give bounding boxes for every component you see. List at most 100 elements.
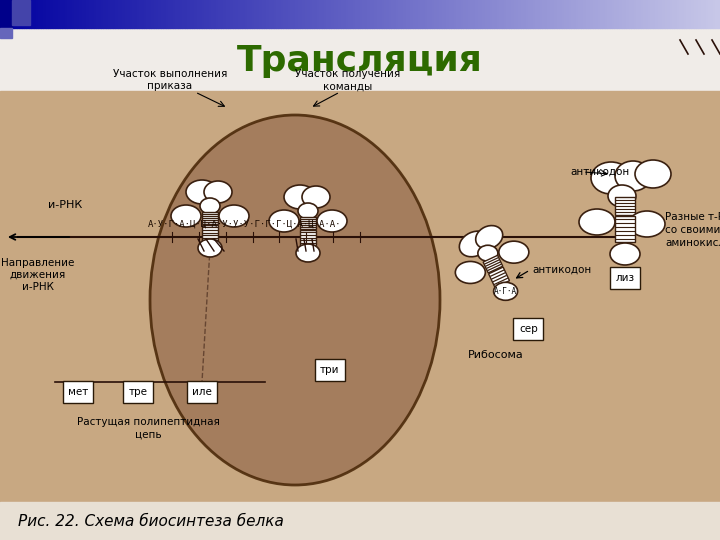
Bar [420,0,423,28]
Bar [374,0,377,28]
Ellipse shape [579,209,615,235]
Bar [261,0,264,28]
Bar [202,212,218,224]
Bar [418,0,420,28]
Bar [247,0,250,28]
Bar [135,0,137,28]
Bar [706,0,708,28]
Bar [290,0,293,28]
Bar [657,0,660,28]
Bar [459,0,461,28]
Bar [401,0,403,28]
Bar [562,0,564,28]
Bar [631,0,634,28]
Bar [504,0,506,28]
Text: тре: тре [128,387,148,397]
Bar [319,0,322,28]
Ellipse shape [298,203,318,219]
Bar [667,0,670,28]
Bar [372,0,374,28]
Bar [38,0,41,28]
Bar [204,0,207,28]
Bar [466,0,468,28]
Bar [125,0,127,28]
Bar [156,0,158,28]
Bar [691,0,693,28]
Ellipse shape [204,181,232,203]
Bar [192,0,194,28]
Bar [454,0,456,28]
Bar [480,0,482,28]
Bar [535,0,538,28]
Bar [106,0,108,28]
Bar [315,0,317,28]
Bar [53,0,55,28]
Bar [353,0,355,28]
Bar [511,0,513,28]
Bar [547,0,549,28]
Bar [693,0,696,28]
Bar [72,0,74,28]
Bar [202,0,204,28]
Bar [254,0,257,28]
Bar [413,0,415,28]
FancyBboxPatch shape [63,381,93,403]
Bar [615,216,635,242]
Bar [475,0,477,28]
Text: А·Г·А: А·Г·А [494,287,517,296]
Bar [509,0,511,28]
Bar [711,0,713,28]
Text: три: три [320,365,340,375]
Bar [214,0,216,28]
Bar [497,0,499,28]
Bar [266,0,269,28]
Bar [557,0,559,28]
Bar [482,0,485,28]
Bar [590,0,593,28]
Bar [189,0,192,28]
Bar [110,0,113,28]
Bar [139,0,142,28]
Bar [487,0,490,28]
Bar [279,0,281,28]
FancyBboxPatch shape [315,359,345,381]
Bar [502,0,504,28]
Bar [207,0,209,28]
Bar [0,0,2,28]
Ellipse shape [499,241,528,263]
Bar [593,0,595,28]
Bar [639,0,641,28]
Text: Рис. 22. Схема биосинтеза белка: Рис. 22. Схема биосинтеза белка [18,514,284,529]
Ellipse shape [459,231,490,256]
Bar [477,0,480,28]
Bar [151,0,153,28]
Bar [137,0,139,28]
Ellipse shape [476,226,503,249]
Bar [295,0,297,28]
Bar [48,0,50,28]
Bar [617,0,619,28]
Bar [581,0,583,28]
Bar [235,0,238,28]
FancyBboxPatch shape [187,381,217,403]
Bar [161,0,163,28]
Ellipse shape [635,160,671,188]
Text: А·У·Г·А·Ц·Ц·А·У·У·У·Г·Г·Г·Ц·А·Ц·А·А·: А·У·Г·А·Ц·Ц·А·У·У·У·Г·Г·Г·Ц·А·Ц·А·А· [148,220,341,229]
Bar [293,0,295,28]
Bar [351,0,353,28]
Bar [346,0,348,28]
Bar [415,0,418,28]
Bar [94,0,96,28]
Bar [713,0,715,28]
Bar [398,0,401,28]
Bar [36,0,38,28]
Bar [50,0,53,28]
Bar [338,0,341,28]
Bar [175,0,178,28]
Bar [149,0,151,28]
Bar [96,0,99,28]
Bar [405,0,408,28]
Bar [197,0,199,28]
Bar [545,0,547,28]
Bar [492,0,495,28]
